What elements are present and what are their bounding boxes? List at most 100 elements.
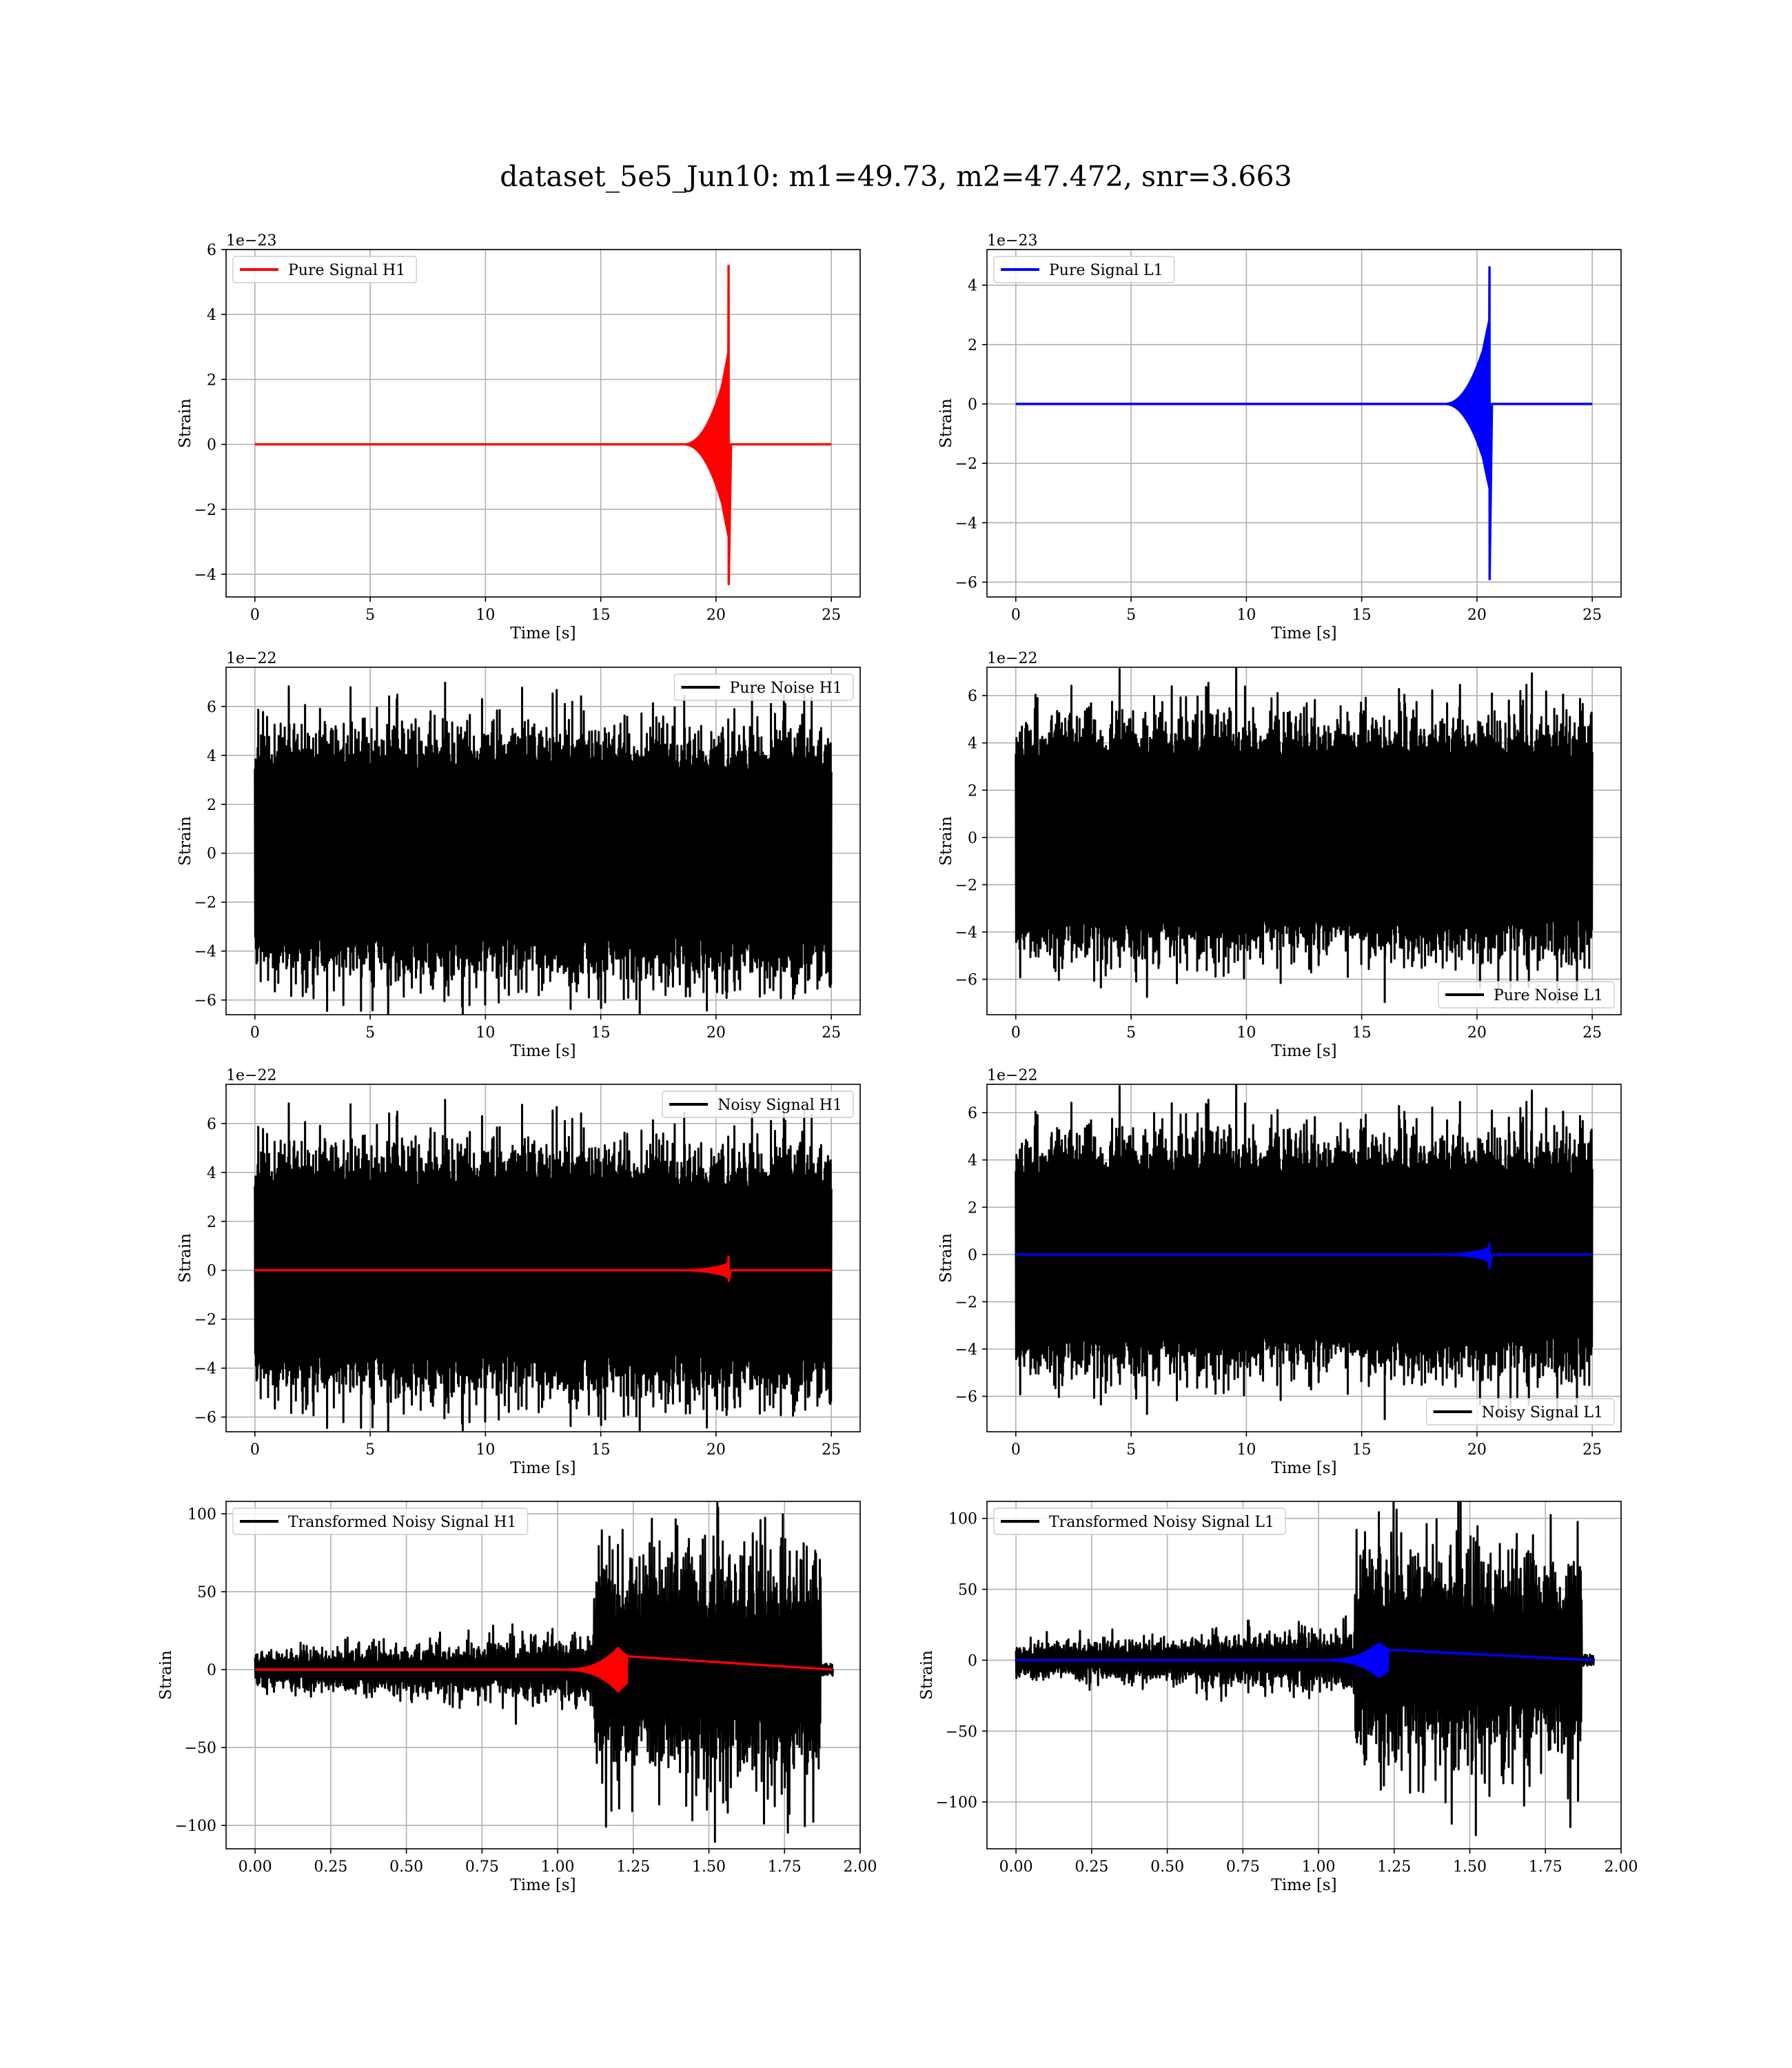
legend-label: Pure Signal L1: [1049, 262, 1163, 279]
legend-box: [232, 1508, 529, 1535]
x-tick-label: 20: [706, 1441, 726, 1459]
legend-label: Noisy Signal H1: [717, 1097, 842, 1114]
offset-label: 1e−22: [226, 650, 276, 667]
axes-frame: [986, 1501, 1622, 1849]
x-tick-label: 0.50: [1150, 1858, 1184, 1876]
x-axis-label: Time [s]: [1271, 625, 1336, 642]
y-axis-label: Strain: [176, 816, 194, 866]
x-axis-label: Time [s]: [1271, 1459, 1336, 1477]
legend: Pure Noise H1: [673, 673, 854, 701]
x-tick-label: 10: [476, 1441, 495, 1459]
series-line-0: [1015, 1084, 1594, 1421]
x-axis-label: Time [s]: [510, 625, 576, 642]
x-tick-label: 25: [822, 1024, 841, 1042]
x-tick-label: 1.25: [616, 1858, 650, 1876]
y-tick-label: −4: [955, 515, 977, 532]
x-tick-label: 1.25: [1377, 1858, 1411, 1876]
y-tick-label: 2: [968, 337, 977, 354]
y-tick-label: 0: [207, 437, 216, 454]
y-tick-label: 4: [968, 1153, 977, 1170]
x-tick-label: 0.25: [314, 1858, 347, 1876]
y-tick-label: 0: [207, 846, 216, 863]
x-tick-label: 20: [1467, 1441, 1487, 1459]
legend: Noisy Signal H1: [662, 1091, 854, 1118]
series-line-0: [254, 264, 832, 585]
panel-noisy-signal-h1: 0 5 10 15 20 25 −6 −4 −2 0 2 4 6 Time [s] Strain 1e−22 N…: [176, 1067, 861, 1477]
legend-label: Pure Noise H1: [729, 680, 842, 697]
legend: Noisy Signal L1: [1425, 1398, 1615, 1426]
x-tick-label: 5: [365, 1441, 375, 1459]
y-tick-label: 4: [968, 278, 977, 295]
figure-title: dataset_5e5_Jun10: m1=49.73, m2=47.472, …: [500, 160, 1292, 193]
y-tick-label: 0: [968, 830, 977, 847]
x-tick-label: 25: [1582, 607, 1602, 624]
y-tick-label: −4: [955, 924, 977, 942]
panel-pure-signal-l1: 0 5 10 15 20 25 −6 −4 −2 0 2 4 Time [s] Strain 1e−23 Pu…: [937, 232, 1622, 642]
legend-box: [993, 1508, 1286, 1535]
y-tick-label: 0: [207, 1263, 216, 1280]
y-tick-label: −2: [955, 877, 977, 894]
y-axis-label: Strain: [918, 1650, 936, 1700]
x-tick-label: 25: [822, 607, 841, 624]
offset-label: 1e−22: [987, 1067, 1037, 1084]
legend-label: Transformed Noisy Signal L1: [1049, 1514, 1274, 1531]
x-tick-label: 5: [1126, 1441, 1136, 1459]
x-tick-label: 0: [250, 1441, 260, 1459]
axes-frame: [986, 249, 1622, 598]
series-line-0: [254, 682, 833, 1015]
x-axis-label: Time [s]: [1271, 1042, 1336, 1060]
y-tick-label: −2: [194, 502, 216, 519]
legend-label: Noisy Signal L1: [1482, 1404, 1603, 1421]
y-tick-label: −6: [194, 1410, 216, 1427]
y-tick-label: 4: [207, 307, 216, 324]
axes-frame: [986, 1084, 1622, 1432]
x-tick-label: 0.00: [999, 1858, 1033, 1876]
x-axis-label: Time [s]: [510, 1459, 576, 1477]
panel-noisy-signal-l1: 0 5 10 15 20 25 −6 −4 −2 0 2 4 6 Time [s] Strain 1e−22 N…: [937, 1067, 1622, 1477]
y-tick-label: −4: [955, 1341, 977, 1359]
y-tick-label: 0: [968, 1652, 977, 1670]
x-tick-label: 10: [1236, 1441, 1256, 1459]
series-group: [1015, 1501, 1595, 1836]
y-tick-label: 2: [207, 1214, 216, 1231]
series-group: [254, 1501, 834, 1843]
series-group: [254, 682, 833, 1015]
axes-frame: [225, 667, 861, 1015]
x-tick-label: 25: [1582, 1441, 1602, 1459]
x-tick-label: 20: [1467, 1024, 1487, 1042]
ticks: 0 5 10 15 20 25 −6 −4 −2 0 2 4 6: [955, 1105, 1602, 1459]
y-tick-label: −6: [194, 993, 216, 1010]
legend: Pure Signal L1: [993, 256, 1175, 283]
y-tick-label: 4: [207, 1165, 216, 1182]
x-axis-label: Time [s]: [1271, 1876, 1336, 1894]
y-tick-label: −100: [936, 1794, 977, 1812]
x-tick-label: 1.75: [1529, 1858, 1562, 1876]
y-tick-label: 0: [968, 1247, 977, 1264]
x-tick-label: 0: [1011, 607, 1021, 624]
offset-label: 1e−23: [987, 232, 1037, 250]
x-tick-label: 25: [1582, 1024, 1602, 1042]
legend-box: [673, 673, 854, 701]
y-axis-label: Strain: [176, 398, 194, 448]
x-tick-label: 10: [1236, 607, 1256, 624]
x-tick-label: 0.00: [238, 1858, 272, 1876]
series-group: [1015, 266, 1593, 580]
y-tick-label: −4: [194, 944, 216, 961]
y-tick-label: −6: [955, 574, 977, 591]
series-line-0: [1015, 667, 1594, 1004]
y-tick-label: 6: [207, 699, 216, 716]
series-line-0: [254, 1501, 834, 1843]
x-tick-label: 0: [1011, 1024, 1021, 1042]
x-tick-label: 20: [706, 1024, 726, 1042]
x-tick-label: 15: [1352, 1024, 1372, 1042]
x-tick-label: 0: [250, 607, 260, 624]
series-group: [1015, 667, 1594, 1004]
series-line-0: [254, 1099, 833, 1432]
series-line-1: [255, 1647, 833, 1692]
y-tick-label: 100: [948, 1511, 977, 1528]
legend: Pure Signal H1: [232, 256, 417, 283]
ticks: 0 5 10 15 20 25 −6 −4 −2 0 2 4 6: [955, 688, 1602, 1042]
series-line-0: [1015, 266, 1593, 580]
y-tick-label: −2: [194, 895, 216, 912]
